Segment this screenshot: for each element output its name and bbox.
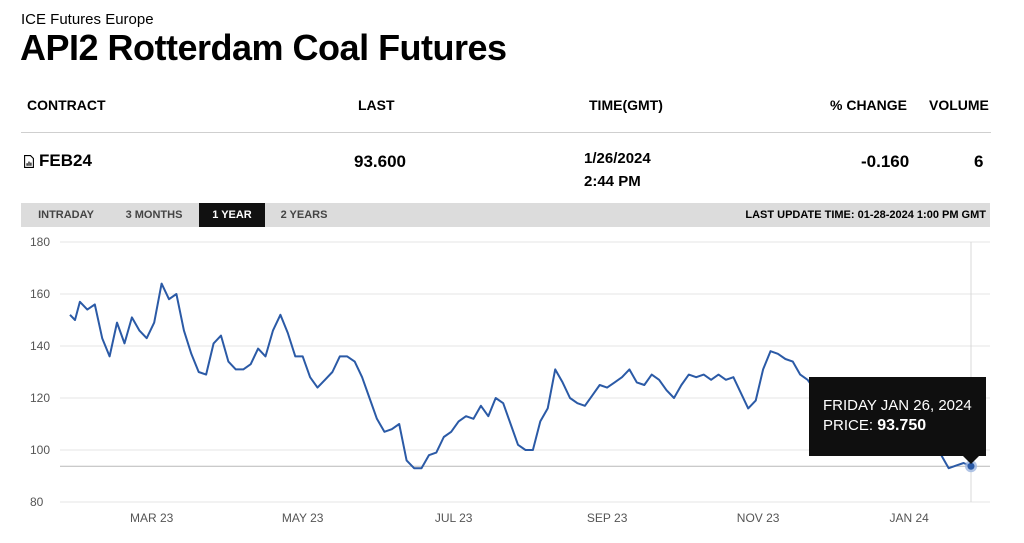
tooltip-price-value: 93.750: [877, 417, 927, 434]
y-tick-label-80: 80: [30, 495, 44, 509]
y-tick-label-100: 100: [30, 443, 50, 457]
contract-cell[interactable]: FEB24: [24, 151, 92, 171]
contract-name: FEB24: [39, 151, 92, 170]
tab-2-years[interactable]: 2 YEARS: [280, 209, 328, 221]
tooltip-price-label: PRICE:: [823, 417, 874, 434]
chart-range-tabs: INTRADAY 3 MONTHS 1 YEAR 2 YEARS LAST UP…: [21, 203, 990, 227]
trade-date: 1/26/2024: [584, 150, 651, 167]
col-header-last: LAST: [358, 97, 395, 113]
tooltip-pointer: [963, 456, 979, 464]
document-chart-icon: [24, 154, 34, 168]
chart-tooltip: FRIDAY JAN 26, 2024 PRICE: 93.750: [809, 377, 986, 456]
x-tick-label: MAR 23: [130, 511, 174, 525]
x-tick-label: JAN 24: [889, 511, 929, 525]
x-tick-label: JUL 23: [435, 511, 473, 525]
col-header-volume: VOLUME: [929, 97, 989, 113]
tooltip-price: PRICE: 93.750: [823, 416, 986, 436]
volume-value: 6: [974, 152, 984, 171]
y-tick-label-160: 160: [30, 287, 50, 301]
exchange-name: ICE Futures Europe: [21, 11, 154, 28]
y-tick-label-180: 180: [30, 235, 50, 249]
col-header-time: TIME(GMT): [589, 97, 663, 113]
x-tick-label: SEP 23: [587, 511, 628, 525]
tab-1-year[interactable]: 1 YEAR: [199, 203, 265, 227]
table-divider: [21, 132, 991, 133]
hover-point: [967, 462, 975, 470]
trade-time: 2:44 PM: [584, 173, 641, 190]
col-header-change: % CHANGE: [830, 97, 908, 113]
y-tick-label-120: 120: [30, 391, 50, 405]
last-update-time: LAST UPDATE TIME: 01-28-2024 1:00 PM GMT: [745, 209, 986, 221]
page-title: API2 Rotterdam Coal Futures: [20, 27, 507, 68]
col-header-contract: CONTRACT: [27, 97, 106, 113]
last-price: 93.600: [354, 152, 406, 171]
x-tick-label: MAY 23: [282, 511, 324, 525]
tooltip-date: FRIDAY JAN 26, 2024: [823, 397, 972, 414]
tab-intraday[interactable]: INTRADAY: [38, 209, 94, 221]
y-tick-label-140: 140: [30, 339, 50, 353]
tab-3-months[interactable]: 3 MONTHS: [125, 209, 183, 221]
x-tick-label: NOV 23: [737, 511, 780, 525]
percent-change: -0.160: [861, 152, 910, 171]
